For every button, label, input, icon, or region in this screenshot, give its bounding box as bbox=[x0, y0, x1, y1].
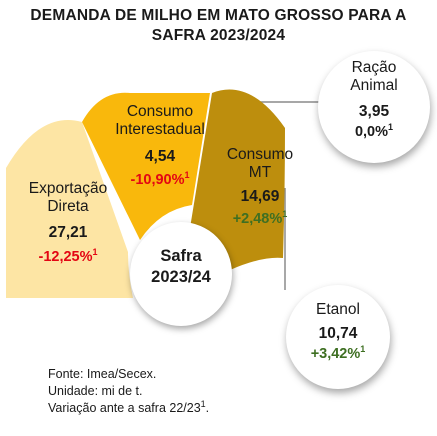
footer-unit: Unidade: mi de t. bbox=[48, 384, 143, 398]
center-line-1: Safra bbox=[160, 247, 202, 265]
interestadual-label-2: Interestadual bbox=[115, 120, 205, 138]
interestadual-change: -10,90%1 bbox=[104, 170, 216, 189]
exportacao-note: 1 bbox=[92, 247, 98, 258]
chart-title: DEMANDA DE MILHO EM MATO GROSSO PARA A S… bbox=[0, 6, 437, 46]
interestadual-note: 1 bbox=[184, 170, 190, 181]
footer-variation: Variação ante a safra 22/231. bbox=[48, 398, 210, 417]
bubble-racao-animal: Ração Animal 3,95 0,0%1 bbox=[318, 51, 430, 163]
label-consumo-interestadual: Consumo Interestadual 4,54 -10,90%1 bbox=[104, 103, 216, 189]
label-etanol: Etanol 10,74 +3,42%1 bbox=[286, 301, 390, 362]
title-line-2: SAFRA 2023/2024 bbox=[151, 27, 286, 44]
label-consumo-mt: Consumo MT 14,69 +2,48%1 bbox=[214, 146, 306, 228]
label-exportacao-direta: Exportação Direta 27,21 -12,25%1 bbox=[14, 180, 122, 266]
footer-variation-text: Variação ante a safra 22/23 bbox=[48, 401, 201, 415]
exportacao-change-text: -12,25% bbox=[38, 249, 93, 266]
racao-value: 3,95 bbox=[358, 102, 390, 120]
interestadual-label-1: Consumo bbox=[126, 103, 194, 120]
interestadual-value: 4,54 bbox=[144, 147, 176, 165]
center-label: Safra 2023/24 bbox=[130, 246, 232, 289]
racao-change: 0,0%1 bbox=[318, 122, 430, 141]
exportacao-value: 27,21 bbox=[48, 223, 88, 241]
bubble-etanol: Etanol 10,74 +3,42%1 bbox=[286, 285, 390, 389]
consumo-mt-change: +2,48%1 bbox=[214, 209, 306, 228]
etanol-change-text: +3,42% bbox=[310, 345, 361, 362]
racao-change-text: 0,0% bbox=[354, 124, 389, 141]
segment-exportacao-direta bbox=[6, 119, 133, 298]
segment-consumo-interestadual bbox=[82, 92, 210, 240]
etanol-value: 10,74 bbox=[318, 324, 358, 342]
center-line-2: 2023/24 bbox=[151, 268, 211, 287]
exportacao-label-1: Exportação bbox=[28, 180, 108, 197]
consumo-mt-value: 14,69 bbox=[240, 187, 280, 205]
etanol-note: 1 bbox=[360, 343, 366, 354]
footer-variation-end: . bbox=[205, 401, 210, 415]
racao-label-2: Animal bbox=[350, 76, 398, 94]
exportacao-label-2: Direta bbox=[47, 197, 89, 215]
consumo-mt-note: 1 bbox=[282, 209, 288, 220]
interestadual-change-text: -10,90% bbox=[130, 172, 185, 189]
etanol-label: Etanol bbox=[316, 301, 360, 318]
label-racao-animal: Ração Animal 3,95 0,0%1 bbox=[318, 59, 430, 141]
consumo-mt-label-2: MT bbox=[248, 163, 272, 181]
footer-source: Fonte: Imea/Secex. bbox=[48, 367, 157, 381]
etanol-change: +3,42%1 bbox=[286, 343, 390, 363]
segment-consumo-mt bbox=[190, 89, 285, 271]
footer-notes: Fonte: Imea/Secex. Unidade: mi de t. Var… bbox=[48, 366, 209, 417]
center-circle: Safra 2023/24 bbox=[130, 222, 232, 326]
exportacao-change: -12,25%1 bbox=[14, 247, 122, 266]
racao-label-1: Ração bbox=[351, 59, 397, 76]
consumo-mt-change-text: +2,48% bbox=[232, 211, 283, 228]
racao-note: 1 bbox=[388, 122, 394, 133]
footer-variation-note: 1 bbox=[200, 398, 206, 409]
consumo-mt-label-1: Consumo bbox=[226, 146, 294, 163]
title-line-1: DEMANDA DE MILHO EM MATO GROSSO PARA A bbox=[30, 7, 407, 24]
